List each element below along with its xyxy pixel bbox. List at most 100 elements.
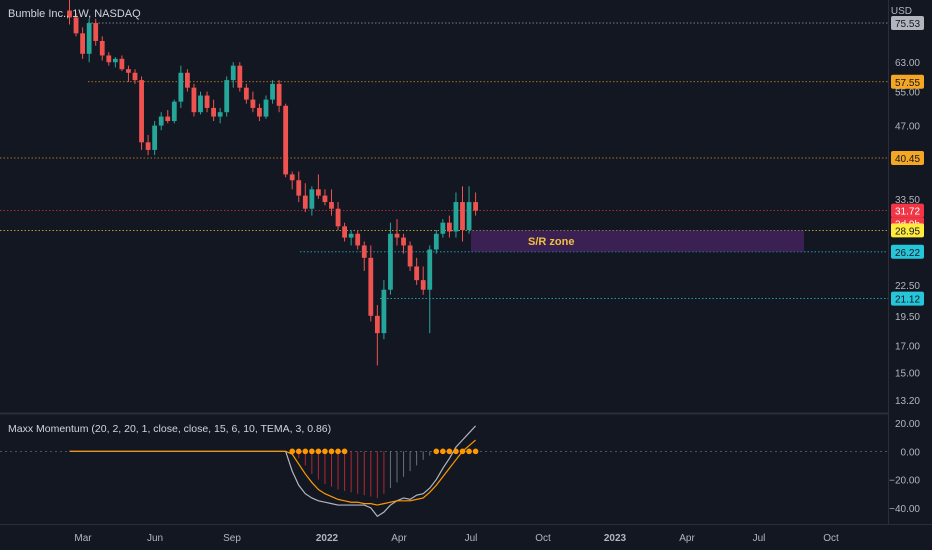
time-tick-label: Apr bbox=[391, 533, 407, 544]
price-label-box bbox=[891, 151, 924, 166]
candle-body bbox=[93, 23, 99, 41]
candle-body bbox=[237, 65, 243, 88]
signal-dot bbox=[341, 448, 348, 455]
candle-body bbox=[460, 202, 465, 231]
time-tick-label: Mar bbox=[74, 533, 92, 544]
candle-body bbox=[322, 195, 328, 203]
price-axis[interactable]: 63.00 55.00 47.00 33.50 22.50 19.50 17.00 15.00… bbox=[891, 15, 924, 407]
signal-dot bbox=[472, 448, 479, 455]
indicator-tick-label: −20.00 bbox=[889, 476, 920, 487]
price-label-box bbox=[891, 15, 924, 30]
candle-body bbox=[335, 208, 341, 227]
time-tick-label: Jun bbox=[147, 533, 163, 544]
candle-body bbox=[381, 289, 387, 334]
candle-body bbox=[191, 87, 197, 113]
signal-dot bbox=[309, 448, 315, 455]
indicator-tick-label: 0.00 bbox=[901, 447, 921, 458]
currency-label: USD bbox=[891, 6, 912, 17]
candle-body bbox=[361, 245, 367, 258]
candle-body bbox=[158, 116, 164, 126]
candle-body bbox=[420, 280, 426, 290]
signal-dot bbox=[335, 448, 341, 455]
candle-body bbox=[250, 99, 256, 108]
candle-body bbox=[263, 99, 269, 117]
candles[interactable] bbox=[67, 0, 478, 366]
indicator-tick-label: −40.00 bbox=[889, 504, 920, 515]
price-tick-label: 17.00 bbox=[895, 342, 920, 353]
candle-body bbox=[388, 233, 393, 290]
candle-body bbox=[106, 55, 112, 63]
time-axis[interactable]: Mar Jun Sep 2022 Apr Jul Oct 2023 Apr Jul Oct bbox=[74, 533, 839, 544]
indicator-pane[interactable] bbox=[0, 425, 888, 518]
candle-body bbox=[178, 72, 184, 102]
candle-body bbox=[407, 245, 413, 267]
time-tick-label: 2022 bbox=[316, 533, 339, 544]
indicator-axis[interactable]: 20.00 0.00 −20.00 −40.00 bbox=[889, 419, 920, 515]
candle-body bbox=[80, 33, 85, 54]
indicator-line-signal bbox=[69, 439, 476, 506]
candle-body bbox=[447, 222, 452, 232]
signal-dot bbox=[289, 448, 296, 455]
price-label-box bbox=[891, 244, 924, 259]
candle-body bbox=[368, 257, 374, 316]
time-tick-label: 2023 bbox=[604, 533, 627, 544]
price-label-text: 57.55 bbox=[895, 78, 920, 89]
candle-body bbox=[342, 226, 347, 238]
signal-dot bbox=[459, 448, 466, 455]
candle-body bbox=[316, 189, 321, 196]
candle-body bbox=[73, 17, 79, 34]
candle-body bbox=[453, 202, 459, 232]
candle-body bbox=[433, 233, 439, 250]
candle-body bbox=[414, 266, 420, 281]
candle-body bbox=[145, 142, 151, 150]
candle-body bbox=[152, 125, 158, 150]
price-tick-label: 15.00 bbox=[895, 369, 920, 380]
candle-body bbox=[119, 58, 125, 70]
sr-zone[interactable] bbox=[471, 230, 804, 252]
candle-body bbox=[296, 180, 302, 196]
price-tick-label: 55.00 bbox=[895, 88, 920, 99]
signal-dot bbox=[322, 448, 328, 455]
candle-body bbox=[374, 315, 380, 334]
candle-body bbox=[204, 95, 210, 108]
candle-body bbox=[257, 107, 262, 117]
signal-dot bbox=[433, 448, 440, 455]
price-label-text: 28.95 bbox=[895, 226, 920, 237]
candle-body bbox=[139, 80, 144, 143]
signal-dot bbox=[328, 448, 335, 455]
signal-dot bbox=[440, 448, 446, 455]
price-label-box bbox=[891, 291, 924, 306]
candle-body bbox=[86, 23, 92, 54]
candle-body bbox=[230, 65, 236, 81]
candle-body bbox=[185, 72, 190, 88]
price-label-text: 26.22 bbox=[895, 248, 920, 259]
candle-body bbox=[394, 233, 400, 238]
candle-body bbox=[132, 72, 138, 81]
indicator-label[interactable]: Maxx Momentum (20, 2, 20, 1, close, clos… bbox=[8, 423, 331, 435]
signal-dot bbox=[453, 448, 459, 455]
signal-dot bbox=[466, 448, 472, 455]
sr-zone-label: S/R zone bbox=[528, 236, 574, 248]
time-tick-label: Jul bbox=[753, 533, 766, 544]
indicator-tick-label: 20.00 bbox=[895, 419, 920, 430]
time-tick-label: Oct bbox=[535, 533, 551, 544]
candle-body bbox=[440, 222, 446, 234]
price-label-box bbox=[891, 223, 924, 238]
signal-dot bbox=[315, 448, 322, 455]
price-tick-label: 19.50 bbox=[895, 312, 920, 323]
candle-body bbox=[198, 95, 203, 113]
price-label-box bbox=[891, 203, 924, 218]
candle-body bbox=[466, 202, 472, 231]
price-label-text: 75.53 bbox=[895, 19, 920, 30]
symbol-title[interactable]: Bumble Inc., 1W, NASDAQ bbox=[8, 8, 141, 20]
candle-body bbox=[217, 112, 223, 117]
candle-body bbox=[243, 87, 249, 100]
candle-body bbox=[329, 202, 334, 209]
candle-body bbox=[427, 249, 433, 290]
signal-dot bbox=[446, 448, 453, 455]
price-tick-label: 13.20 bbox=[895, 396, 920, 407]
